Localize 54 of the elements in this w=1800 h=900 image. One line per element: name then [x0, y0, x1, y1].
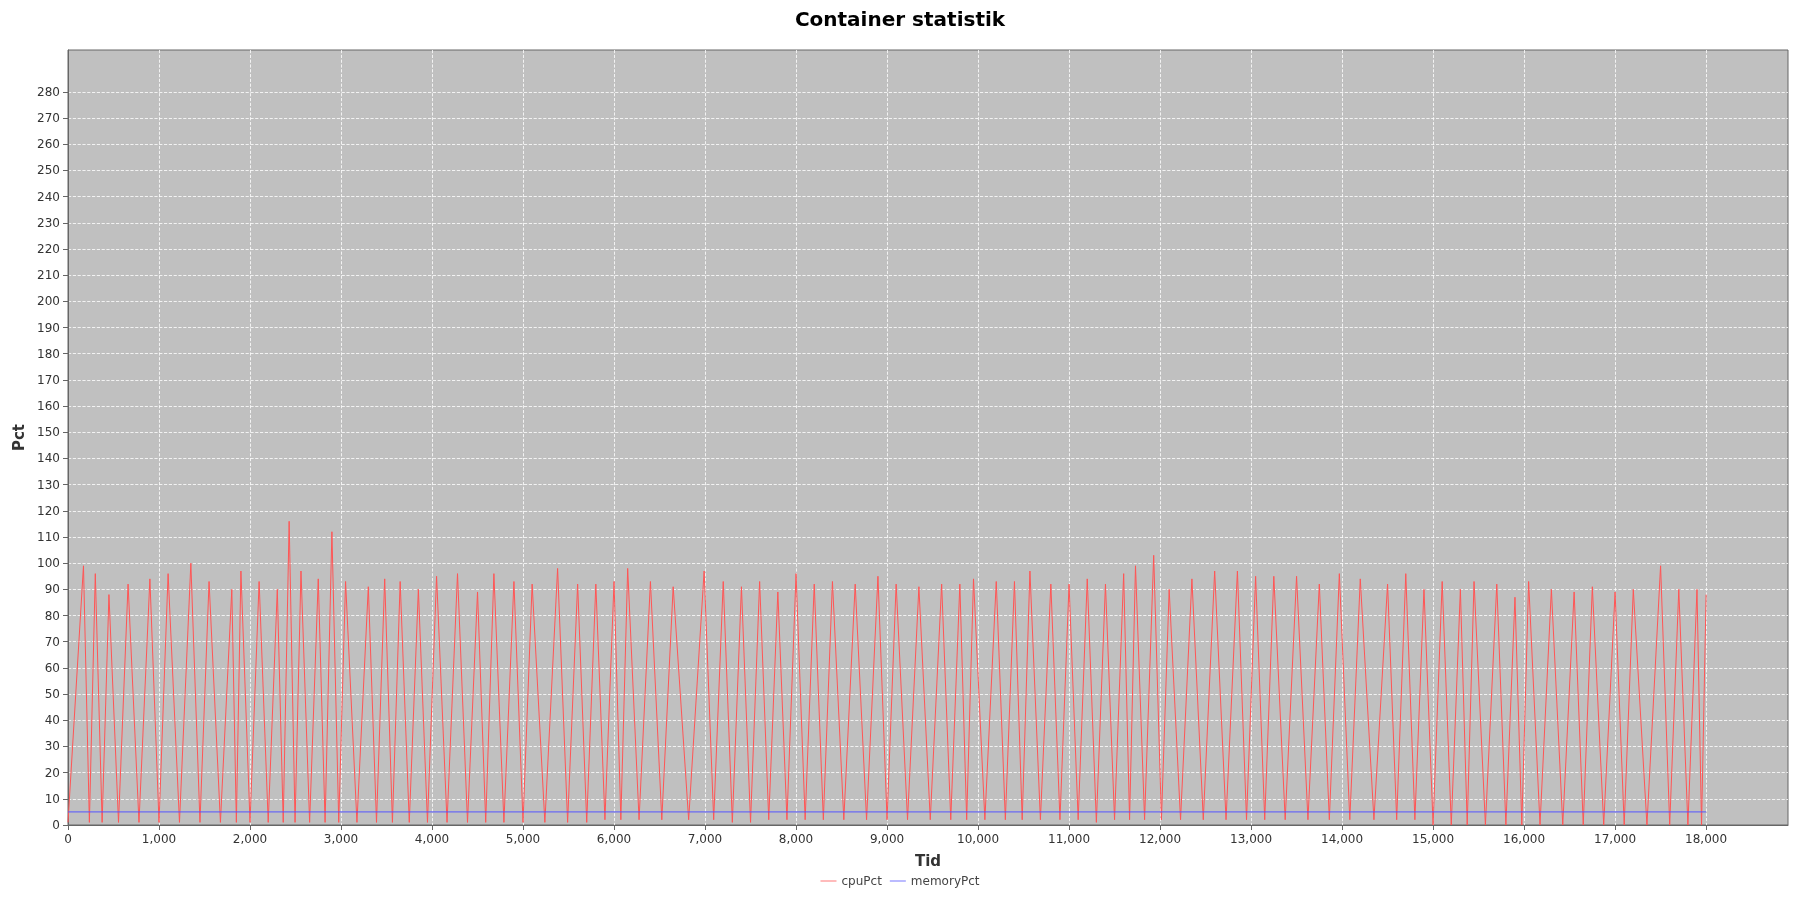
x-tick-label: 14,000 [1321, 832, 1364, 846]
y-tick-label: 210 [37, 268, 60, 283]
legend-label: memoryPct [910, 874, 980, 888]
y-tick-label: 120 [37, 503, 60, 518]
y-tick-label: 80 [44, 608, 60, 623]
y-tick-label: 160 [37, 399, 60, 414]
x-tick-label: 16,000 [1503, 832, 1546, 846]
y-tick-label: 260 [37, 137, 60, 152]
y-tick-label: 230 [37, 215, 60, 230]
y-tick-label: 140 [37, 451, 60, 466]
y-tick-label: 280 [37, 84, 60, 99]
x-tick-label: 11,000 [1048, 832, 1091, 846]
y-tick-label: 70 [44, 634, 60, 649]
y-tick-label: 100 [37, 556, 60, 571]
y-tick-label: 220 [37, 241, 60, 256]
y-tick-label: 200 [37, 294, 60, 309]
y-tick-label: 10 [44, 791, 60, 806]
y-axis-title: Pct [9, 423, 28, 452]
x-tick-label: 15,000 [1412, 832, 1455, 846]
y-tick-label: 30 [44, 739, 60, 754]
x-tick-label: 8,000 [778, 832, 814, 846]
x-tick-label: 0 [64, 832, 72, 846]
y-tick-label: 40 [44, 713, 60, 728]
y-tick-label: 190 [37, 320, 60, 335]
x-tick-label: 5,000 [505, 832, 541, 846]
line-series [67, 520, 1707, 826]
x-tick-label: 2,000 [232, 832, 268, 846]
x-tick-label: 1,000 [141, 832, 177, 846]
y-tick-label: 110 [37, 529, 60, 544]
y-tick-label: 270 [37, 111, 60, 126]
y-tick-label: 20 [44, 765, 60, 780]
x-tick-label: 13,000 [1230, 832, 1273, 846]
x-tick-label: 17,000 [1594, 832, 1637, 846]
y-tick-label: 60 [44, 660, 60, 675]
x-tick-label: 7,000 [687, 832, 723, 846]
y-tick-label: 50 [44, 687, 60, 702]
y-tick-label: 130 [37, 477, 60, 492]
x-tick-label: 12,000 [1139, 832, 1182, 846]
x-tick-label: 9,000 [869, 832, 905, 846]
y-tick-label: 150 [37, 425, 60, 440]
legend-label: cpuPct [841, 874, 883, 888]
x-axis-title: Tid [914, 851, 942, 870]
x-tick-label: 18,000 [1685, 832, 1728, 846]
y-tick-label: 170 [37, 372, 60, 387]
y-tick-label: 240 [37, 189, 60, 204]
y-tick-label: 90 [44, 582, 60, 597]
chart-title: Container statistik [794, 7, 1006, 31]
x-tick-label: 4,000 [414, 832, 450, 846]
x-tick-label: 3,000 [323, 832, 359, 846]
y-tick-label: 0 [52, 818, 60, 832]
y-tick-label: 250 [37, 163, 60, 178]
y-tick-label: 180 [37, 346, 60, 361]
x-tick-label: 6,000 [596, 832, 632, 846]
x-tick-label: 10,000 [957, 832, 1000, 846]
